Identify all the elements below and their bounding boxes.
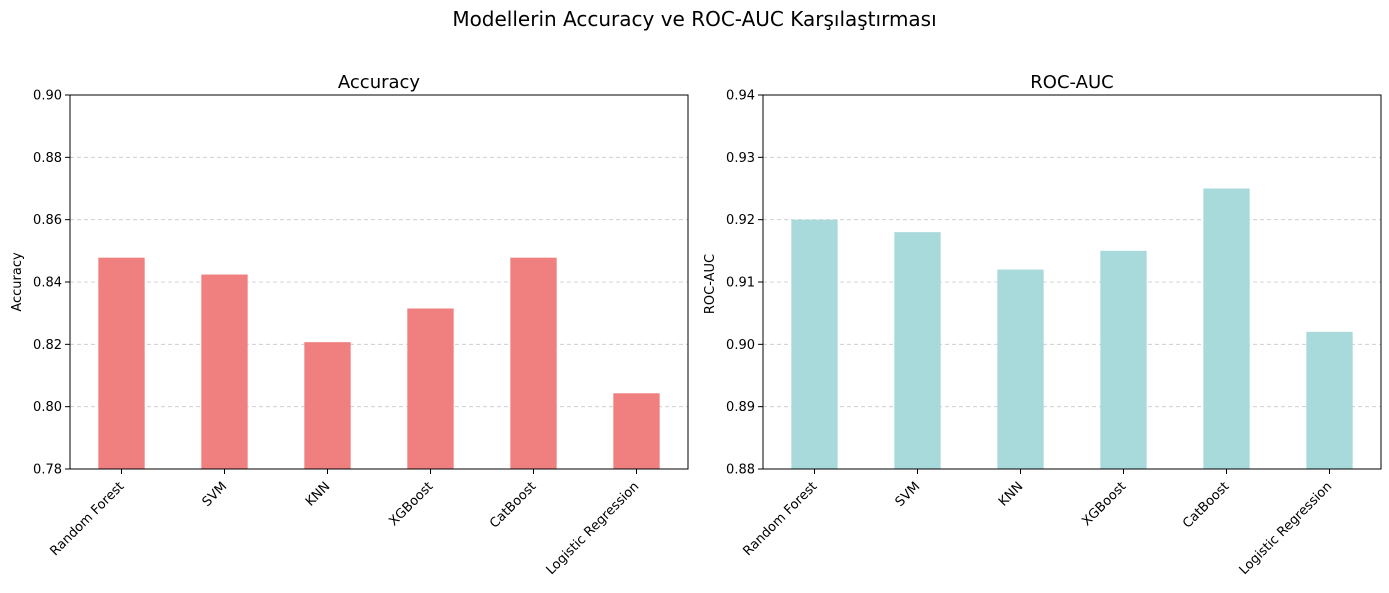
y-tick-label: 0.80: [33, 400, 62, 415]
x-tick-label: SVM: [893, 479, 924, 510]
plot-frame: [762, 94, 1382, 470]
bar: [791, 219, 838, 469]
y-tick-label: 0.90: [33, 89, 62, 104]
figure-title: Modellerin Accuracy ve ROC-AUC Karşılaşt…: [452, 7, 936, 31]
plot-frame: [69, 94, 689, 470]
x-tick-label: CatBoost: [487, 479, 539, 531]
y-tick-label: 0.88: [726, 463, 755, 478]
y-tick-label: 0.82: [33, 338, 62, 353]
y-tick-label: 0.78: [33, 463, 62, 478]
y-axis-label: ROC-AUC: [703, 254, 718, 314]
chart-title: ROC-AUC: [1030, 72, 1113, 93]
x-tick-label: Random Forest: [48, 479, 128, 559]
y-tick-label: 0.88: [33, 151, 62, 166]
x-tick-label: SVM: [200, 479, 231, 510]
bar: [613, 393, 660, 469]
x-tick-label: XGBoost: [386, 479, 436, 529]
chart-title: Accuracy: [338, 72, 421, 93]
bar: [1306, 331, 1353, 469]
accuracy-chart: 0.78 0.80 0.82 0.84 0.86 0.88 0.90 Random Fores…: [10, 72, 689, 578]
bar: [98, 257, 145, 469]
x-tick-label: Random Forest: [741, 479, 821, 559]
roc-auc-chart: 0.88 0.89 0.90 0.91 0.92 0.93 0.94 Random Fores…: [703, 72, 1382, 578]
bar: [1203, 188, 1250, 469]
x-tick-label: CatBoost: [1180, 479, 1232, 531]
y-tick-label: 0.84: [33, 276, 62, 291]
x-tick-label: KNN: [303, 479, 333, 509]
bar: [894, 232, 941, 469]
y-tick-label: 0.89: [726, 400, 755, 415]
y-tick-label: 0.91: [726, 276, 755, 291]
y-axis-label: Accuracy: [10, 252, 25, 312]
bar: [304, 342, 351, 469]
bar: [510, 257, 557, 469]
x-tick-label: Logistic Regression: [1237, 479, 1336, 578]
y-tick-label: 0.92: [726, 213, 755, 228]
bar: [201, 274, 248, 469]
x-tick-label: KNN: [996, 479, 1026, 509]
bar: [407, 308, 454, 469]
bar: [997, 269, 1044, 469]
y-tick-label: 0.90: [726, 338, 755, 353]
x-tick-label: XGBoost: [1079, 479, 1129, 529]
y-tick-label: 0.94: [726, 89, 755, 104]
bar: [1100, 250, 1147, 469]
x-tick-label: Logistic Regression: [544, 479, 643, 578]
y-tick-label: 0.93: [726, 151, 755, 166]
y-tick-label: 0.86: [33, 213, 62, 228]
